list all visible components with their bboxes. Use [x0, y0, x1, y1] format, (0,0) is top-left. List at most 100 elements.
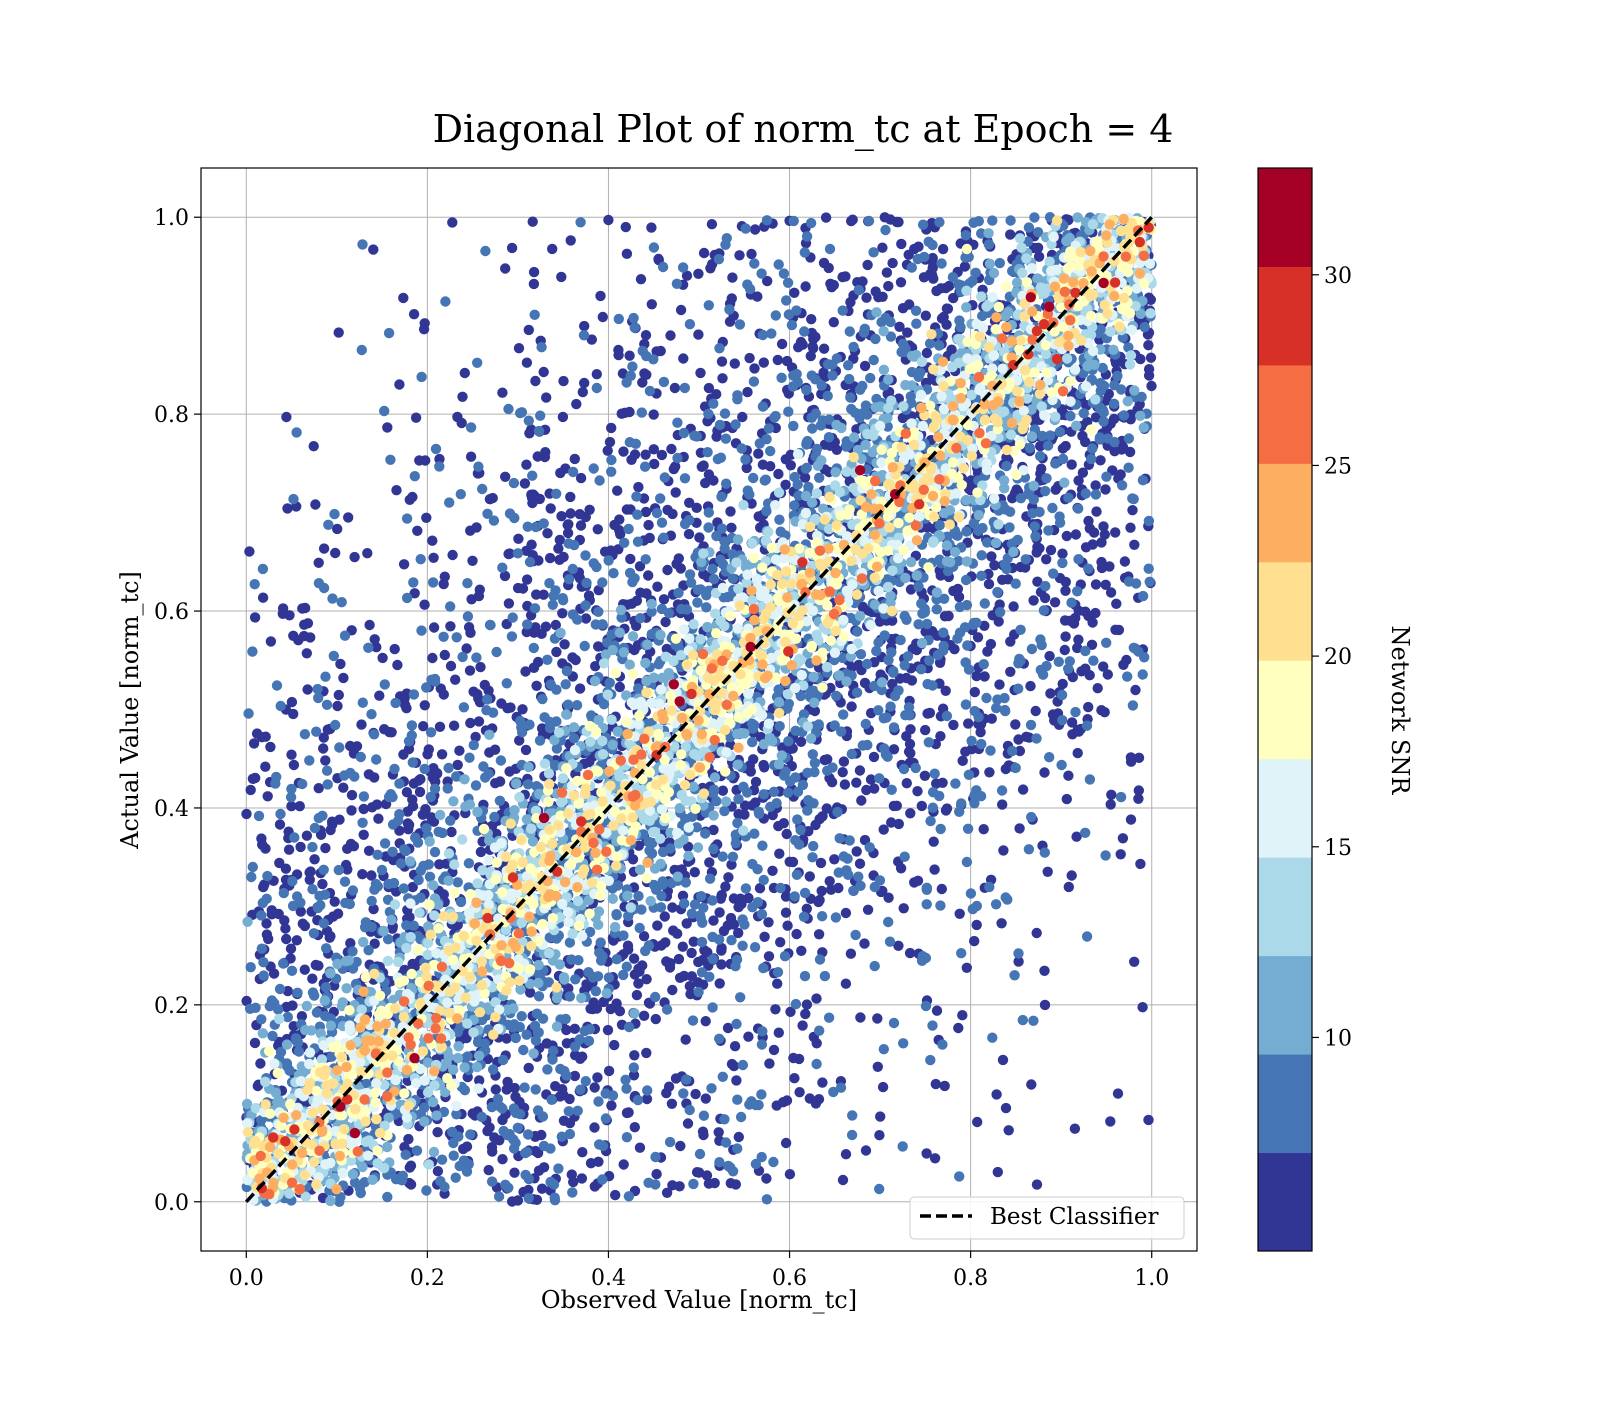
scatter-point-4288: [838, 305, 848, 315]
scatter-point-4045: [1082, 721, 1092, 731]
scatter-point-3433: [924, 655, 934, 665]
scatter-point-4430: [679, 898, 689, 908]
scatter-point-4607: [709, 785, 719, 795]
scatter-point-739: [860, 361, 870, 371]
scatter-point-474: [1063, 771, 1073, 781]
scatter-point-1425: [1080, 664, 1090, 674]
scatter-point-1842: [1001, 1103, 1011, 1113]
scatter-point-4448: [1037, 640, 1047, 650]
scatter-point-294: [370, 634, 380, 644]
scatter-point-2865: [645, 533, 655, 543]
scatter-point-4509: [312, 1007, 322, 1017]
scatter-point-4362: [861, 719, 871, 729]
scatter-point-3032: [806, 218, 816, 228]
scatter-point-3213: [799, 912, 809, 922]
scatter-point-2119: [948, 720, 958, 730]
scatter-point-1203: [749, 363, 759, 373]
scatter-point-2149: [921, 311, 931, 321]
scatter-point-4372: [511, 1108, 521, 1118]
scatter-point-377: [931, 1079, 941, 1089]
scatter-point-3053: [258, 564, 268, 574]
scatter-point-3350: [800, 247, 810, 257]
scatter-point-2892: [1065, 411, 1075, 421]
scatter-point-2320: [1111, 599, 1121, 609]
scatter-point-3674: [367, 896, 377, 906]
scatter-point-2599: [848, 215, 858, 225]
scatter-point-1895: [427, 653, 437, 663]
scatter-point-2804: [786, 460, 796, 470]
scatter-point-4575: [345, 899, 355, 909]
scatter-point-697: [969, 936, 979, 946]
scatter-point-1409: [723, 872, 733, 882]
scatter-point-4415: [453, 1131, 463, 1141]
scatter-point-2636: [879, 824, 889, 834]
scatter-point-302: [1130, 685, 1140, 695]
scatter-point-298: [529, 279, 539, 289]
scatter-point-2022: [949, 644, 959, 654]
scatter-point-1213: [593, 524, 603, 534]
scatter-point-3342: [416, 625, 426, 635]
scatter-point-618: [750, 224, 760, 234]
scatter-point-4083: [495, 796, 505, 806]
scatter-point-1226: [309, 441, 319, 451]
scatter-point-1504: [759, 762, 769, 772]
scatter-point-930: [539, 367, 549, 377]
scatter-point-3459: [366, 709, 376, 719]
scatter-point-4239: [702, 447, 712, 457]
scatter-point-2290: [718, 786, 728, 796]
scatter-point-1350: [683, 1118, 693, 1128]
scatter-point-3072: [856, 649, 866, 659]
scatter-point-186: [1040, 1000, 1050, 1010]
scatter-point-2019: [1044, 651, 1054, 661]
scatter-point-4365: [862, 659, 872, 669]
scatter-point-1279: [621, 222, 631, 232]
scatter-point-4563: [709, 574, 719, 584]
scatter-point-2218: [1060, 586, 1070, 596]
scatter-point-3534: [803, 482, 813, 492]
scatter-point-4390: [507, 631, 517, 641]
scatter-point-4111: [757, 1039, 767, 1049]
scatter-point-4432: [558, 595, 568, 605]
scatter-point-3228: [672, 453, 682, 463]
scatter-point-4030: [984, 882, 994, 892]
scatter-point-767: [399, 559, 409, 569]
scatter-point-878: [1110, 625, 1120, 635]
scatter-point-4049: [714, 1157, 724, 1167]
scatter-point-3741: [721, 434, 731, 444]
scatter-point-2559: [453, 760, 463, 770]
scatter-point-3447: [659, 377, 669, 387]
scatter-point-4318: [788, 381, 798, 391]
scatter-point-2554: [286, 750, 296, 760]
scatter-point-3044: [635, 613, 645, 623]
scatter-point-1813: [1060, 631, 1070, 641]
scatter-point-2769: [1039, 767, 1049, 777]
scatter-point-2989: [660, 472, 670, 482]
scatter-point-3734: [843, 360, 853, 370]
scatter-point-4078: [680, 473, 690, 483]
scatter-point-226: [856, 795, 866, 805]
scatter-point-3932: [924, 737, 934, 747]
scatter-point-4114: [758, 401, 768, 411]
scatter-point-4444: [312, 684, 322, 694]
scatter-point-4214: [1099, 381, 1109, 391]
scatter-point-3480: [641, 554, 651, 564]
scatter-point-4260: [491, 647, 501, 657]
scatter-point-2208: [606, 1004, 616, 1014]
scatter-point-3082: [622, 1132, 632, 1142]
scatter-point-4399: [672, 418, 682, 428]
scatter-point-4241: [1063, 493, 1073, 503]
scatter-point-2513: [941, 320, 951, 330]
scatter-point-2121: [639, 368, 649, 378]
scatter-point-3355: [706, 1083, 716, 1093]
scatter-point-3035: [459, 702, 469, 712]
scatter-point-144: [275, 819, 285, 829]
scatter-point-4286: [658, 262, 668, 272]
scatter-point-4428: [723, 1161, 733, 1171]
scatter-point-3575: [399, 883, 409, 893]
scatter-point-2724: [997, 575, 1007, 585]
scatter-point-4338: [992, 587, 1002, 597]
scatter-point-4546: [1001, 461, 1011, 471]
scatter-point-4465: [707, 564, 717, 574]
scatter-point-4293: [287, 966, 297, 976]
